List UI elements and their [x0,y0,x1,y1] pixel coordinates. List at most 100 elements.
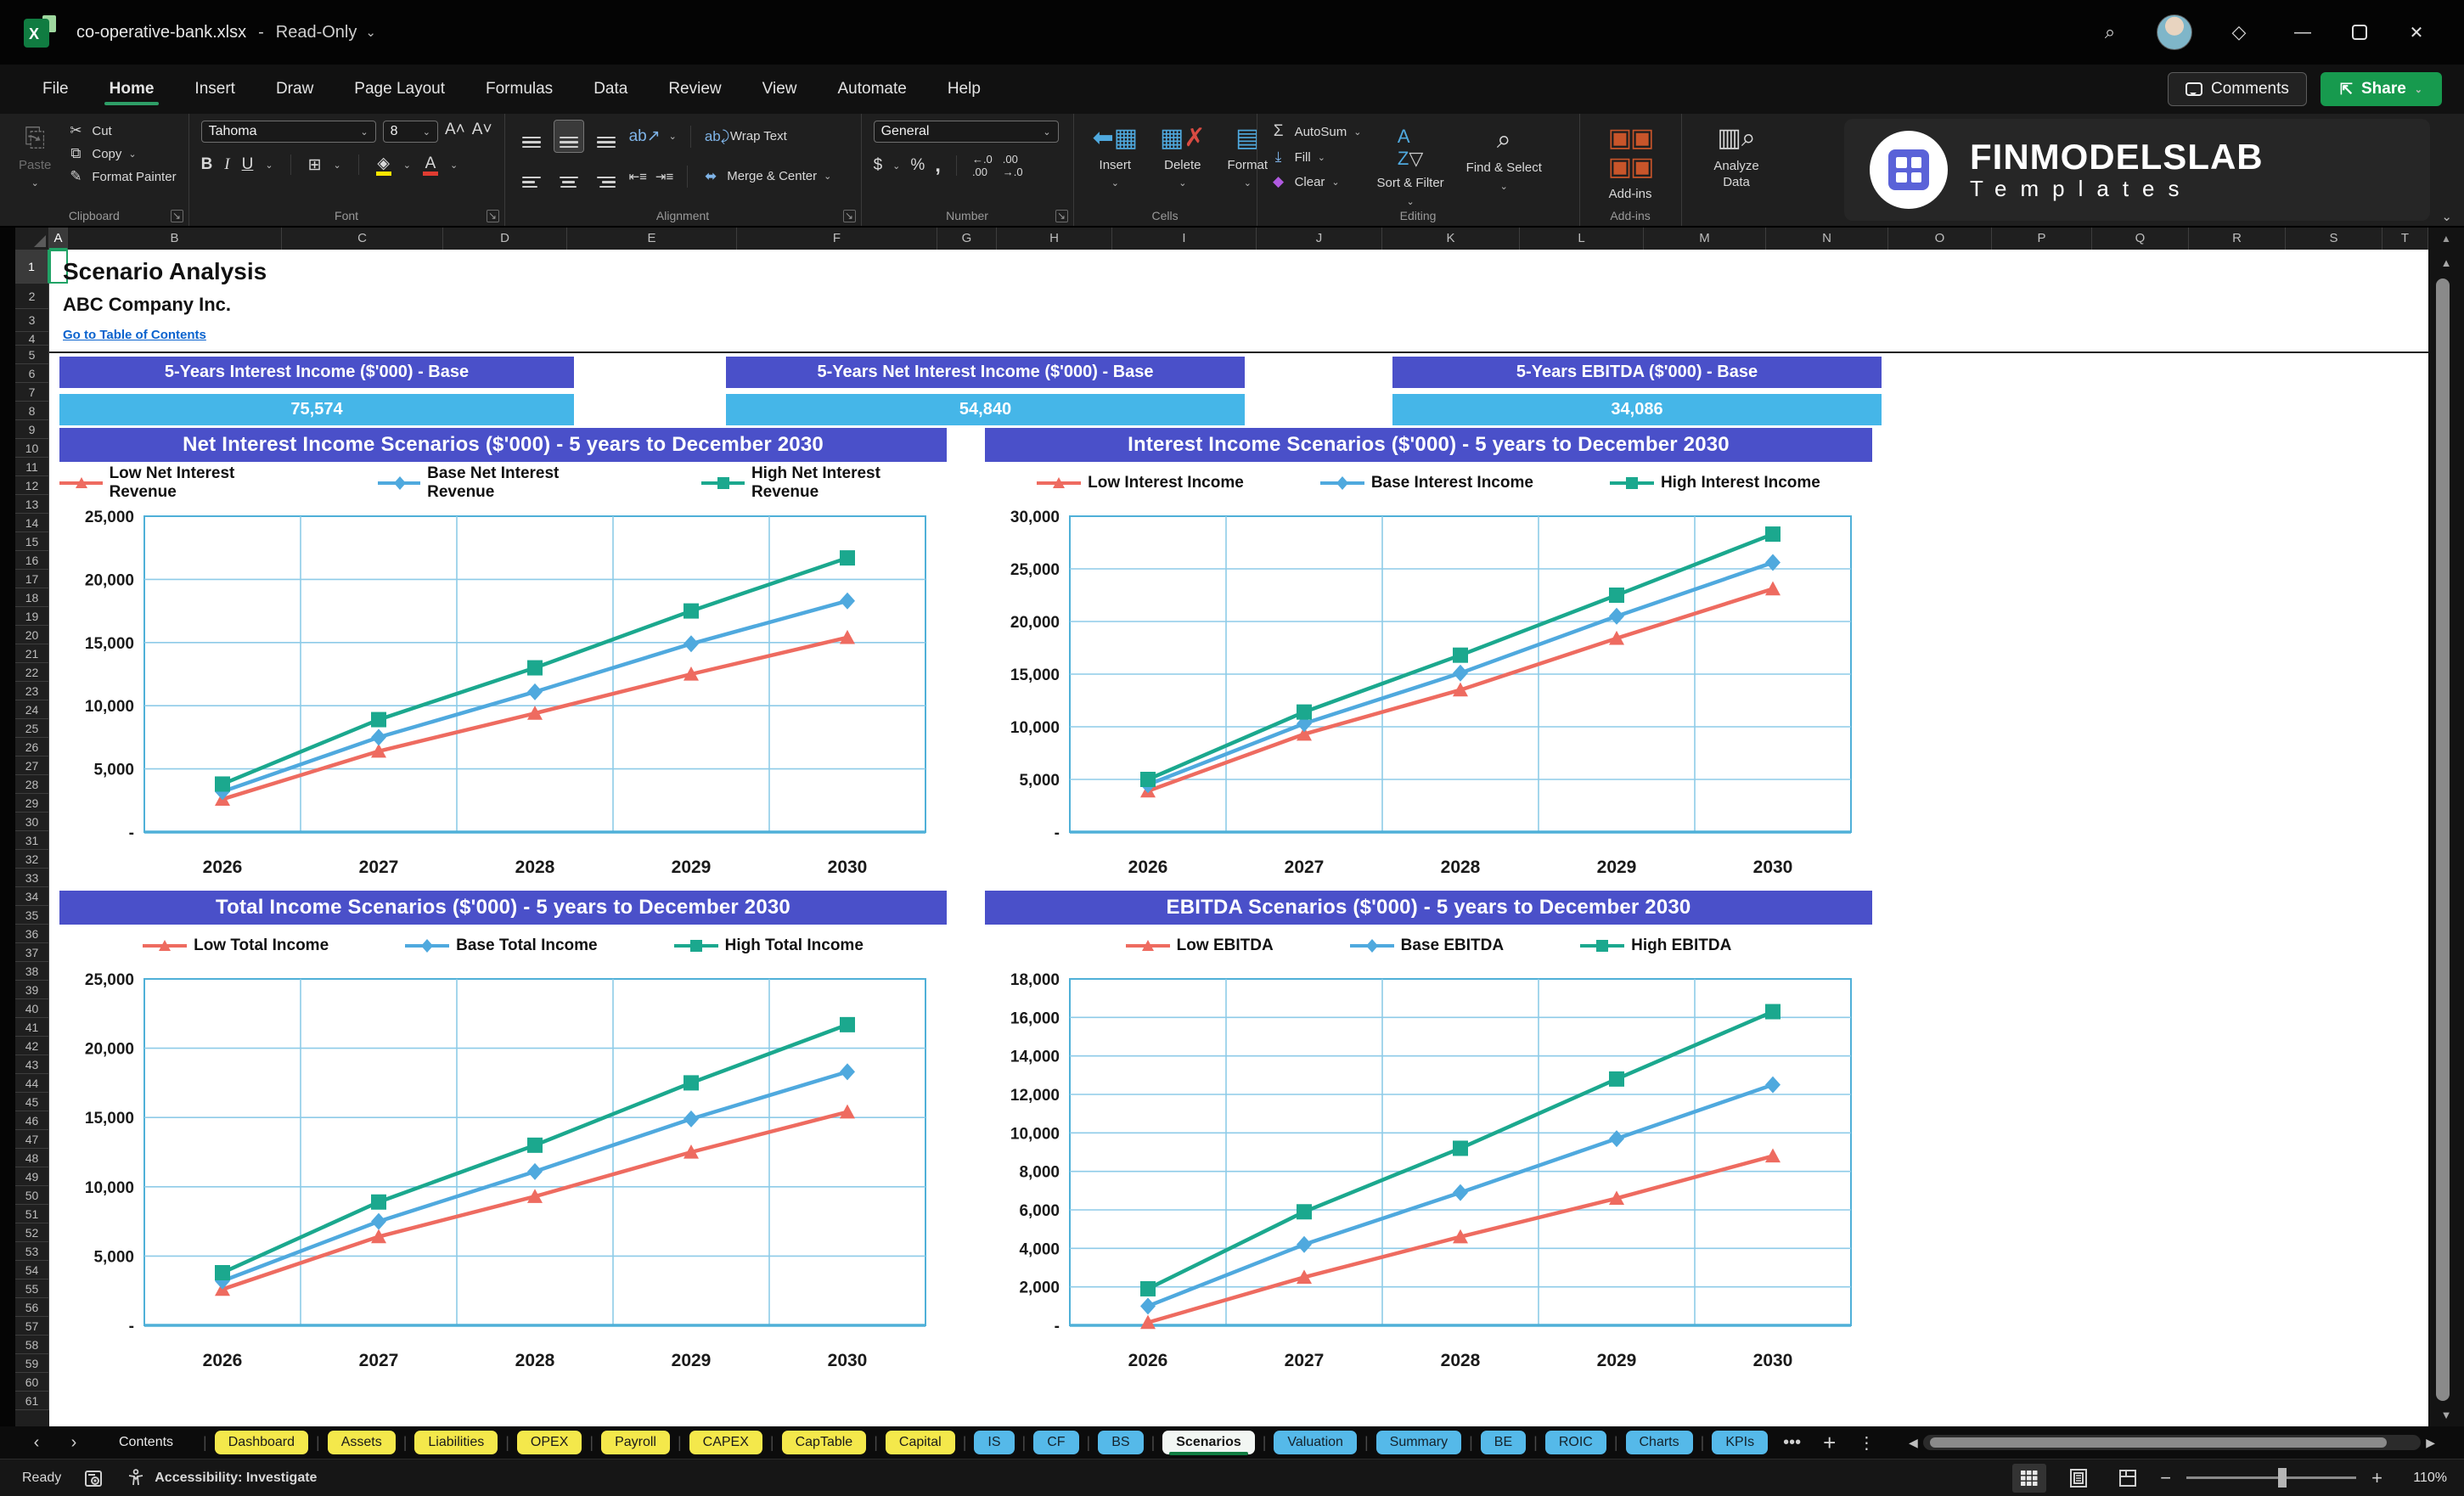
align-right-button[interactable] [592,160,621,192]
row-header-20[interactable]: 20 [15,626,49,644]
row-header-61[interactable]: 61 [15,1392,49,1410]
sheet-tab-scenarios[interactable]: Scenarios [1162,1431,1255,1455]
row-header-12[interactable]: 12 [15,476,49,495]
scroll-up-icon[interactable]: ▲ [2440,256,2452,269]
increase-indent-button[interactable]: ⇥≡ [655,169,674,184]
copy-button[interactable]: ⧉ Copy ⌄ [66,145,176,162]
ribbon-tab-page-layout[interactable]: Page Layout [354,80,445,98]
sheet-tab-payroll[interactable]: Payroll [601,1431,670,1454]
chart-panel-2[interactable]: Total Income Scenarios ($'000) - 5 years… [59,891,947,1382]
scroll-right-icon[interactable]: ▶ [2426,1435,2435,1449]
wrap-text-button[interactable]: ab⤸ Wrap Text [704,127,787,144]
column-header-d[interactable]: D [443,228,567,250]
column-header-g[interactable]: G [937,228,997,250]
shrink-font-button[interactable]: A˅ [471,121,492,138]
column-header-a[interactable]: A [49,228,68,250]
sheet-tab-cf[interactable]: CF [1033,1431,1079,1454]
share-button[interactable]: ⇱ Share ⌄ [2320,72,2442,106]
decrease-decimal-button[interactable]: .00 →.0 [1002,153,1023,178]
format-painter-button[interactable]: ✎ Format Painter [66,168,176,185]
sheet-tab-summary[interactable]: Summary [1375,1431,1462,1454]
sheet-tab-liabilities[interactable]: Liabilities [414,1431,498,1454]
horizontal-scroll-thumb[interactable] [1929,1437,2388,1448]
row-header-36[interactable]: 36 [15,925,49,943]
align-bottom-button[interactable] [592,121,621,152]
row-header-33[interactable]: 33 [15,869,49,887]
row-header-18[interactable]: 18 [15,588,49,607]
row-header-17[interactable]: 17 [15,570,49,588]
percent-style-button[interactable]: % [910,156,925,174]
fill-color-button[interactable]: ◈ [375,154,391,176]
row-header-4[interactable]: 4 [15,332,49,346]
next-sheet-icon[interactable]: › [70,1432,77,1452]
column-header-e[interactable]: E [567,228,737,250]
row-header-14[interactable]: 14 [15,514,49,532]
scroll-left-icon[interactable]: ◀ [1909,1435,1918,1449]
row-header-11[interactable]: 11 [15,458,49,476]
accessibility-status[interactable]: Accessibility: Investigate [126,1468,317,1488]
row-header-47[interactable]: 47 [15,1130,49,1149]
row-header-29[interactable]: 29 [15,794,49,813]
column-header-j[interactable]: J [1257,228,1382,250]
fill-button[interactable]: ⤓ Fill ⌄ [1269,149,1362,166]
row-header-37[interactable]: 37 [15,943,49,962]
row-header-16[interactable]: 16 [15,551,49,570]
row-header-13[interactable]: 13 [15,495,49,514]
column-header-h[interactable]: H [997,228,1112,250]
sheet-tab-charts[interactable]: Charts [1625,1431,1693,1454]
column-header-o[interactable]: O [1888,228,1992,250]
chart-panel-3[interactable]: EBITDA Scenarios ($'000) - 5 years to De… [985,891,1872,1382]
row-header-49[interactable]: 49 [15,1167,49,1186]
row-header-44[interactable]: 44 [15,1074,49,1093]
addins-button[interactable]: ▣▣ ▣▣ Add-ins [1607,124,1655,201]
read-only-badge[interactable]: Read-Only [275,22,357,42]
prev-sheet-icon[interactable]: ‹ [33,1432,40,1452]
ribbon-tab-insert[interactable]: Insert [194,80,235,98]
find-select-button[interactable]: ⌕ Find & Select ⌄ [1465,126,1542,192]
column-header-t[interactable]: T [2382,228,2428,250]
column-header-s[interactable]: S [2286,228,2382,250]
italic-button[interactable]: I [224,155,230,173]
row-header-50[interactable]: 50 [15,1186,49,1205]
sheet-tab-capex[interactable]: CAPEX [689,1431,762,1454]
close-button[interactable]: ✕ [2409,23,2424,42]
sheet-tab-bs[interactable]: BS [1098,1431,1144,1454]
decrease-indent-button[interactable]: ⇤≡ [628,169,647,184]
column-header-r[interactable]: R [2189,228,2286,250]
sheet-tab-roic[interactable]: ROIC [1544,1431,1606,1454]
row-header-34[interactable]: 34 [15,887,49,906]
sheet-tab-valuation[interactable]: Valuation [1274,1431,1357,1454]
format-cells-button[interactable]: ▤ Format ⌄ [1227,124,1269,188]
bold-button[interactable]: B [200,155,213,173]
row-header-43[interactable]: 43 [15,1055,49,1074]
row-header-1[interactable]: 1 [15,250,49,284]
row-header-39[interactable]: 39 [15,981,49,999]
page-layout-view-button[interactable] [2062,1464,2096,1493]
new-sheet-button[interactable]: + [1823,1429,1837,1455]
comments-button[interactable]: Comments [2168,72,2307,106]
accounting-format-button[interactable]: $ [873,156,883,174]
increase-decimal-button[interactable]: ←.0.00 [971,153,993,178]
row-header-26[interactable]: 26 [15,738,49,756]
chart-panel-0[interactable]: Net Interest Income Scenarios ($'000) - … [59,428,947,889]
column-header-m[interactable]: M [1644,228,1766,250]
align-top-button[interactable] [517,121,546,152]
row-header-10[interactable]: 10 [15,439,49,458]
number-dialog-launcher[interactable]: ↘ [1055,210,1068,222]
macro-record-icon[interactable] [83,1468,104,1488]
sheet-tab-is[interactable]: IS [974,1431,1015,1454]
grow-font-button[interactable]: A˄ [445,121,465,138]
zoom-slider[interactable] [2186,1468,2357,1488]
row-header-9[interactable]: 9 [15,420,49,439]
row-header-45[interactable]: 45 [15,1093,49,1111]
analyze-data-button[interactable]: ▥⌕ Analyze Data [1713,124,1759,189]
row-header-56[interactable]: 56 [15,1298,49,1317]
column-header-k[interactable]: K [1382,228,1520,250]
alignment-dialog-launcher[interactable]: ↘ [842,210,856,222]
collapse-ribbon-icon[interactable]: ⌄ [2441,210,2452,224]
row-header-23[interactable]: 23 [15,682,49,700]
row-header-31[interactable]: 31 [15,831,49,850]
row-header-25[interactable]: 25 [15,719,49,738]
search-icon[interactable]: ⌕ [2104,21,2116,42]
row-header-41[interactable]: 41 [15,1018,49,1037]
